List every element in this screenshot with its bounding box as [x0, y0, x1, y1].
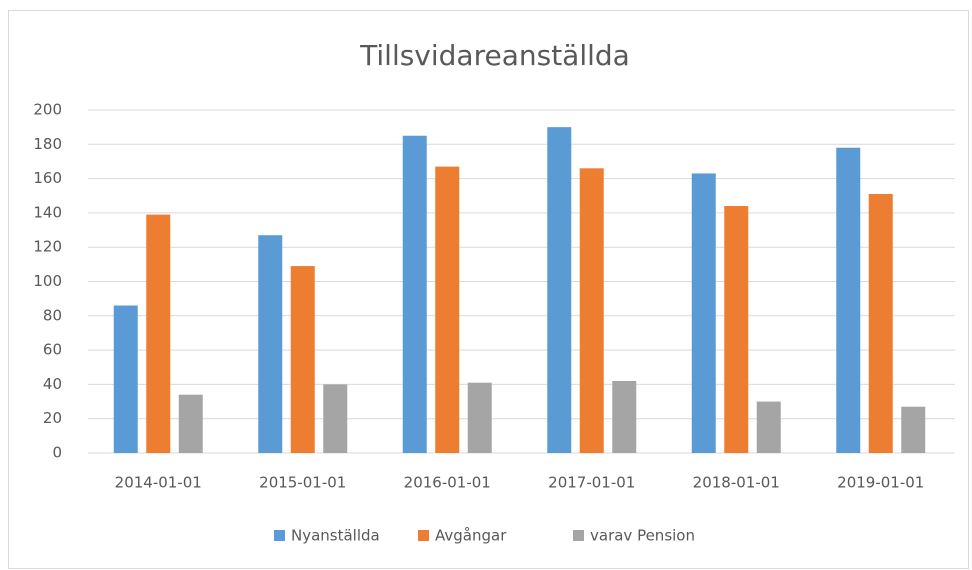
bar — [113, 305, 138, 453]
legend-swatch — [573, 530, 584, 541]
bar — [691, 173, 716, 453]
legend-label: Avgångar — [435, 527, 507, 545]
bar — [290, 266, 315, 453]
bar — [146, 214, 171, 453]
bar — [178, 394, 203, 453]
bar — [258, 235, 283, 453]
y-tick-label: 160 — [33, 169, 62, 187]
y-tick-label: 100 — [33, 272, 62, 290]
y-tick-label: 140 — [33, 203, 62, 221]
x-tick-label: 2019-01-01 — [837, 474, 924, 492]
y-tick-label: 40 — [43, 375, 62, 393]
x-tick-label: 2018-01-01 — [693, 474, 780, 492]
x-tick-label: 2017-01-01 — [548, 474, 635, 492]
x-tick-label: 2016-01-01 — [404, 474, 491, 492]
bar — [868, 194, 893, 453]
y-tick-label: 180 — [33, 135, 62, 153]
bar — [467, 382, 492, 453]
y-tick-label: 120 — [33, 238, 62, 256]
legend-label: varav Pension — [590, 527, 695, 545]
chart-title: Tillsvidareanställda — [359, 39, 630, 72]
legend-label: Nyanställda — [291, 527, 380, 545]
bar — [435, 166, 460, 453]
bar — [756, 401, 781, 453]
y-tick-label: 200 — [33, 101, 62, 119]
y-tick-label: 0 — [52, 444, 62, 462]
bar — [836, 147, 861, 454]
bar — [402, 135, 427, 453]
legend-swatch — [418, 530, 429, 541]
bar — [323, 384, 348, 453]
y-tick-label: 60 — [43, 341, 62, 359]
bar — [547, 127, 572, 454]
bar — [901, 406, 926, 453]
y-tick-label: 80 — [43, 306, 62, 324]
x-tick-label: 2015-01-01 — [259, 474, 346, 492]
legend-swatch — [274, 530, 285, 541]
bar — [612, 380, 637, 453]
bar — [724, 206, 749, 453]
x-tick-label: 2014-01-01 — [115, 474, 202, 492]
bar — [579, 168, 604, 453]
y-tick-label: 20 — [43, 409, 62, 427]
